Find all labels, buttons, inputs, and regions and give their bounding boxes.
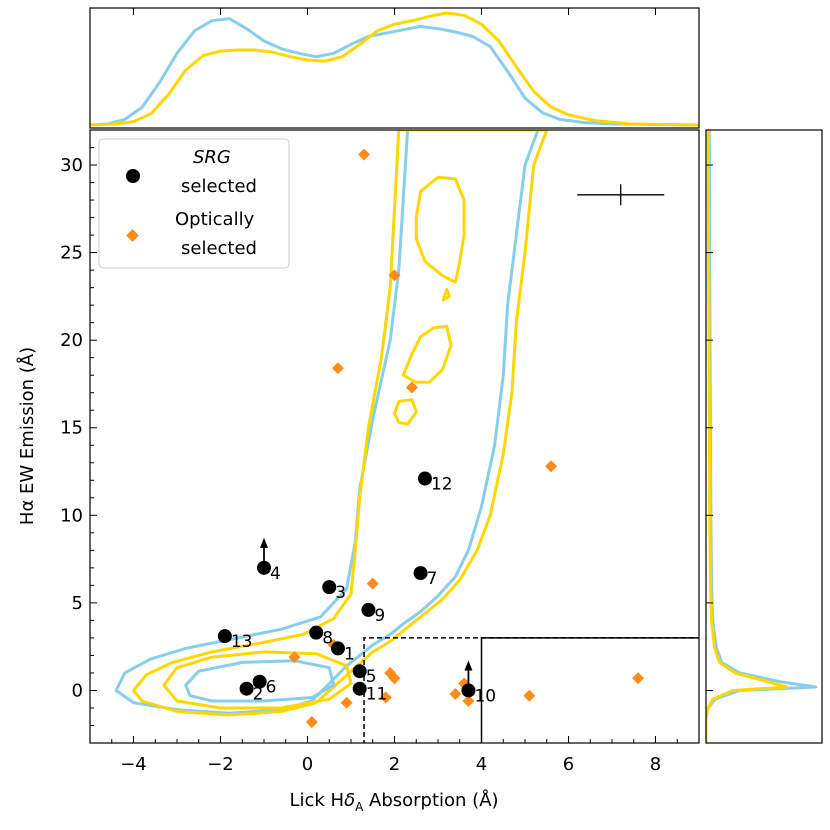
x-tick-label: 8 (650, 754, 661, 775)
srg-point-13 (217, 629, 232, 644)
srg-point-label-5: 5 (366, 667, 377, 687)
srg-point-label-13: 13 (231, 632, 253, 652)
srg-point-label-7: 7 (427, 569, 438, 589)
optical-point-10 (388, 672, 401, 685)
y-tick-label: 0 (72, 680, 83, 701)
srg-point-9 (361, 602, 376, 617)
optical-point-14 (449, 687, 462, 700)
srg-point-6 (252, 674, 267, 689)
srg-point-7 (413, 566, 428, 581)
x-tick-label: −4 (120, 754, 147, 775)
right-marginal-panel (705, 129, 823, 744)
legend-srg-marker (126, 169, 140, 183)
region-dashed-boundary (363, 637, 699, 743)
optical-point-18 (632, 672, 645, 685)
optical-point-3 (331, 362, 344, 375)
legend-srg-line1: SRG (193, 147, 231, 168)
legend-box (98, 138, 290, 269)
optical-point-4 (405, 381, 418, 394)
y-axis-label: Hα EW Emission (Å) (16, 347, 38, 525)
contour-blue-inner (184, 659, 336, 703)
srg-point-4 (257, 560, 271, 575)
optical-point-13 (305, 715, 318, 728)
srg-point-label-12: 12 (431, 475, 453, 495)
y-tick-label: 20 (60, 330, 83, 351)
srg-limit-arrow-head-10 (464, 660, 473, 671)
optical-point-5 (545, 460, 558, 473)
right-marginal-curve-blue (706, 130, 818, 743)
srg-limit-arrow-head-4 (260, 537, 268, 548)
contour-yellow-inner (162, 650, 353, 710)
srg-point-label-3: 3 (335, 583, 346, 603)
y-tick-label: 25 (60, 243, 83, 264)
srg-point-2 (239, 681, 254, 696)
region-solid-boundary (480, 637, 699, 743)
contour-yellow-outer (132, 130, 549, 717)
x-tick-label: −2 (207, 754, 234, 775)
contour-yellow-island-dot (441, 287, 451, 302)
optical-point-8 (288, 651, 301, 664)
x-tick-label: 0 (302, 754, 313, 775)
srg-point-label-4: 4 (270, 564, 281, 584)
top-marginal-curve-yellow (90, 11, 699, 127)
srg-point-label-9: 9 (374, 606, 385, 626)
srg-point-label-6: 6 (266, 678, 277, 698)
optical-point-6 (366, 577, 379, 590)
y-tick-label: 15 (60, 418, 83, 439)
y-tick-label: 30 (60, 155, 83, 176)
main-plot-frame (89, 129, 700, 744)
contour-yellow-island-top (414, 175, 466, 284)
srg-point-label-10: 10 (474, 686, 496, 706)
srg-point-label-8: 8 (322, 629, 333, 649)
contour-yellow-island-small (393, 398, 418, 426)
legend-optical-line2: selected (181, 238, 257, 259)
legend: SRG selected Optically selected (98, 138, 290, 269)
srg-point-12 (417, 471, 432, 486)
srg-point-3 (322, 580, 337, 595)
srg-point-10 (461, 683, 476, 698)
optical-point-17 (523, 689, 536, 702)
right-marginal-frame (705, 129, 823, 744)
x-tick-label: 6 (563, 754, 574, 775)
optical-point-1 (358, 148, 371, 161)
srg-point-label-2: 2 (253, 685, 264, 705)
x-tick-label: 2 (389, 754, 400, 775)
optical-point-2 (388, 269, 401, 282)
y-tick-label: 10 (60, 505, 83, 526)
top-marginal-curve-blue (90, 17, 699, 127)
legend-optical-line1: Optically (175, 209, 255, 230)
srg-point-8 (309, 625, 324, 640)
srg-point-11 (352, 681, 367, 696)
srg-point-label-11: 11 (366, 685, 388, 705)
srg-point-1 (330, 641, 345, 656)
top-marginal-frame (89, 7, 700, 129)
x-tick-label: 4 (476, 754, 487, 775)
top-marginal-panel (89, 7, 700, 129)
optical-point-11 (379, 691, 392, 704)
srg-point-label-1: 1 (344, 644, 355, 664)
contour-yellow-island-mid (401, 324, 453, 384)
legend-optical-marker (126, 229, 139, 242)
x-axis-label: Lick HδA Absorption (Å) (289, 789, 498, 814)
y-tick-label: 5 (72, 593, 83, 614)
srg-point-5 (352, 664, 367, 679)
optical-point-16 (462, 694, 475, 707)
optical-point-12 (340, 696, 353, 709)
contour-blue-outer (114, 130, 540, 715)
legend-srg-line2: selected (181, 176, 257, 197)
right-marginal-curve-yellow (706, 130, 789, 743)
